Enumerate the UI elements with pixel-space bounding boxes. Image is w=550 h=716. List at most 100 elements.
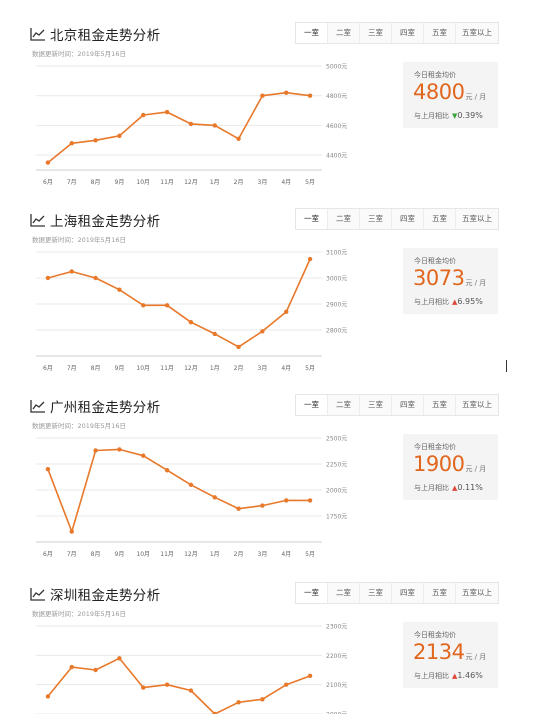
x-tick-label: 10月 [136, 179, 150, 186]
x-tick-label: 4月 [281, 551, 291, 558]
x-tick-label: 4月 [281, 365, 291, 372]
tab-two-room[interactable]: 二室 [327, 395, 359, 415]
avg-price: 2134 [413, 640, 465, 664]
tab-five-room[interactable]: 五室 [423, 583, 455, 603]
room-type-tabs: 一室 二室 三室 四室 五室 五室以上 [295, 208, 499, 230]
panel-label: 今日租金均价 [414, 257, 456, 265]
x-tick-label: 6月 [43, 365, 53, 372]
x-tick-label: 1月 [210, 179, 220, 186]
tab-three-room[interactable]: 三室 [359, 23, 391, 43]
data-point [236, 700, 241, 705]
tab-four-room[interactable]: 四室 [391, 23, 423, 43]
x-tick-label: 12月 [184, 551, 198, 558]
data-point [188, 688, 194, 693]
room-type-tabs: 一室 二室 三室 四室 五室 五室以上 [295, 582, 499, 604]
mom-value: 0.11% [457, 483, 483, 492]
section-title-row: 广州租金走势分析 [30, 394, 160, 418]
y-tick-label: 4800元 [326, 93, 347, 100]
section-title: 广州租金走势分析 [50, 400, 161, 416]
section-title: 上海租金走势分析 [50, 214, 161, 230]
tab-five-plus-room[interactable]: 五室以上 [455, 23, 498, 43]
x-tick-label: 1月 [210, 551, 220, 558]
data-point [212, 123, 217, 128]
data-point [45, 160, 51, 165]
tab-four-room[interactable]: 四室 [391, 209, 423, 229]
arrow-up-icon: ▲ [452, 298, 458, 306]
section-title-row: 北京租金走势分析 [30, 22, 160, 46]
tab-four-room[interactable]: 四室 [391, 583, 423, 603]
data-point [117, 656, 122, 661]
data-point [307, 256, 313, 262]
y-tick-label: 2200元 [326, 653, 347, 660]
data-point [307, 498, 313, 503]
data-point [236, 344, 241, 350]
y-tick-label: 2100元 [326, 682, 347, 689]
panel-label: 今日租金均价 [414, 71, 456, 79]
rent-trend-chart: 2800元 2900元 3000元 3100元 6月 7月 8月 9月 10月 11月 12月 1月 2… [36, 250, 347, 372]
arrow-up-icon: ▲ [452, 484, 458, 492]
data-point [141, 453, 146, 458]
tab-five-room[interactable]: 五室 [423, 395, 455, 415]
avg-price: 4800 [413, 80, 465, 104]
mom-label: 与上月相比 [414, 112, 449, 120]
x-tick-label: 9月 [115, 179, 125, 186]
tab-one-room[interactable]: 一室 [296, 395, 327, 415]
trend-chart-icon [30, 214, 45, 227]
y-tick-label: 2800元 [326, 328, 347, 335]
x-tick-label: 2月 [234, 179, 244, 186]
y-tick-label: 2000元 [326, 712, 347, 715]
mom-row: 与上月相比 ▲1.46% [414, 671, 483, 681]
tab-five-plus-room[interactable]: 五室以上 [455, 395, 498, 415]
mom-label: 与上月相比 [414, 484, 449, 492]
data-point [141, 685, 146, 690]
data-point [45, 275, 51, 281]
x-tick-label: 9月 [115, 551, 125, 558]
tab-five-room[interactable]: 五室 [423, 23, 455, 43]
y-tick-label: 2300元 [326, 624, 347, 631]
x-tick-label: 2月 [234, 551, 244, 558]
update-time: 数据更新时间：2019年5月16日 [32, 236, 126, 244]
data-point [117, 447, 122, 452]
section-title: 深圳租金走势分析 [50, 588, 161, 604]
data-point [236, 136, 241, 141]
x-tick-label: 12月 [184, 365, 198, 372]
data-point [117, 133, 122, 139]
series-line [47, 657, 311, 714]
x-tick-label: 8月 [91, 179, 101, 186]
mom-value: 1.46% [457, 671, 483, 680]
data-point [236, 506, 241, 511]
data-point [284, 90, 289, 95]
tab-three-room[interactable]: 三室 [359, 583, 391, 603]
x-tick-label: 8月 [91, 551, 101, 558]
section-guangzhou: 广州租金走势分析 一室 二室 三室 四室 五室 五室以上 数据更新时间：2019… [0, 394, 550, 582]
data-point [45, 467, 51, 472]
data-point [188, 482, 194, 487]
tab-three-room[interactable]: 三室 [359, 209, 391, 229]
section-title-row: 上海租金走势分析 [30, 208, 160, 232]
y-tick-label: 1750元 [326, 514, 347, 521]
section-shanghai: 上海租金走势分析 一室 二室 三室 四室 五室 五室以上 数据更新时间：2019… [0, 208, 550, 396]
data-point [212, 331, 217, 337]
tab-one-room[interactable]: 一室 [296, 209, 327, 229]
y-tick-label: 4600元 [326, 123, 347, 130]
tab-one-room[interactable]: 一室 [296, 23, 327, 43]
tab-two-room[interactable]: 二室 [327, 209, 359, 229]
y-tick-label: 2000元 [326, 488, 347, 495]
x-tick-label: 3月 [258, 179, 268, 186]
price-unit: 元 / 月 [465, 279, 487, 287]
mom-row: 与上月相比 ▼0.39% [414, 111, 483, 121]
room-type-tabs: 一室 二室 三室 四室 五室 五室以上 [295, 394, 499, 416]
tab-one-room[interactable]: 一室 [296, 583, 327, 603]
tab-two-room[interactable]: 二室 [327, 23, 359, 43]
tab-five-plus-room[interactable]: 五室以上 [455, 209, 498, 229]
tab-three-room[interactable]: 三室 [359, 395, 391, 415]
x-tick-label: 10月 [136, 551, 150, 558]
tab-five-room[interactable]: 五室 [423, 209, 455, 229]
data-point [212, 495, 217, 500]
tab-four-room[interactable]: 四室 [391, 395, 423, 415]
y-tick-label: 3000元 [326, 276, 347, 283]
tab-two-room[interactable]: 二室 [327, 583, 359, 603]
tab-five-plus-room[interactable]: 五室以上 [455, 583, 498, 603]
avg-price: 3073 [413, 266, 465, 290]
x-tick-label: 6月 [43, 551, 53, 558]
